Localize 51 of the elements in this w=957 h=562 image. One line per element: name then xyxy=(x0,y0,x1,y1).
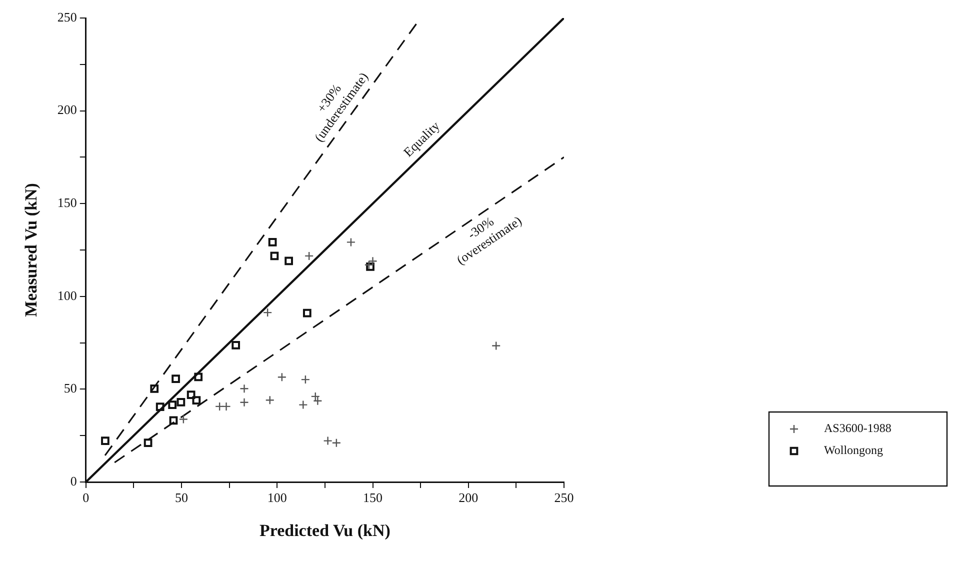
point xyxy=(323,436,332,446)
point xyxy=(222,402,231,412)
point xyxy=(284,256,293,266)
y-tick-label: 200 xyxy=(57,102,77,118)
point xyxy=(304,251,314,261)
point xyxy=(144,438,152,448)
point xyxy=(310,392,320,402)
point xyxy=(192,396,201,405)
point xyxy=(364,260,374,270)
point xyxy=(270,252,279,260)
point xyxy=(366,262,374,271)
point xyxy=(302,308,312,318)
point xyxy=(240,384,249,394)
x-tick-label: 150 xyxy=(363,490,383,506)
x-tick-label: 100 xyxy=(267,490,287,506)
point xyxy=(332,438,342,448)
x-tick-label: 250 xyxy=(554,490,574,506)
point xyxy=(232,341,240,350)
point xyxy=(178,414,188,424)
x-tick-label: 50 xyxy=(175,490,188,506)
legend-label: Wollongong xyxy=(824,443,884,458)
point xyxy=(268,238,277,246)
x-tick-label: 200 xyxy=(458,490,478,506)
legend-label: AS3600-1988 xyxy=(824,421,892,436)
point xyxy=(168,400,177,409)
point xyxy=(240,398,249,407)
point xyxy=(186,390,196,399)
point xyxy=(492,341,501,350)
y-tick-label: 250 xyxy=(57,9,77,24)
y-tick-label: 50 xyxy=(64,380,77,396)
point xyxy=(262,308,272,318)
x-axis-title: Predicted Vu (kN) xyxy=(259,521,390,540)
point xyxy=(101,436,110,445)
point xyxy=(169,416,178,425)
point xyxy=(298,400,308,410)
y-axis-title: Measured Vu (kN) xyxy=(22,183,41,317)
point xyxy=(150,384,159,393)
point xyxy=(214,402,224,412)
point xyxy=(156,402,164,412)
point xyxy=(346,238,356,247)
point xyxy=(300,374,310,384)
point xyxy=(368,256,378,266)
y-tick-label: 100 xyxy=(57,288,77,303)
point xyxy=(265,396,274,405)
y-tick-label: 150 xyxy=(57,195,77,210)
point xyxy=(176,398,186,406)
point xyxy=(277,372,287,382)
point xyxy=(194,372,203,382)
point xyxy=(172,374,180,383)
x-tick-label: 0 xyxy=(82,490,90,506)
y-tick-label: 0 xyxy=(70,473,77,488)
